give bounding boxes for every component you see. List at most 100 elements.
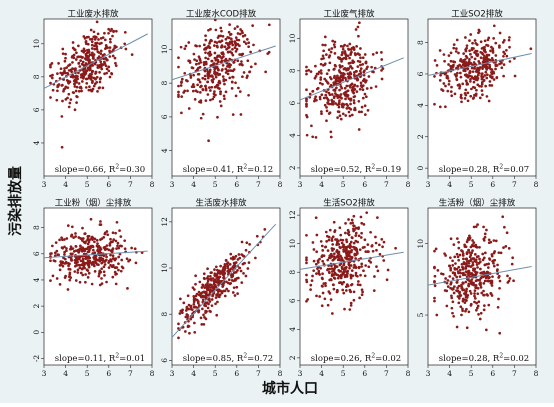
data-point [210,85,214,89]
data-point [457,246,461,250]
data-point [357,128,361,131]
data-point [73,85,77,88]
data-point [497,297,500,301]
data-point [340,60,343,63]
data-point [440,88,443,91]
panel-title-band [30,8,156,19]
data-point [128,258,132,262]
data-point [113,56,117,60]
data-point [51,73,54,77]
data-point [443,59,446,63]
data-point [212,92,216,96]
data-point [473,57,477,61]
data-point [177,84,180,88]
data-point [491,259,494,263]
data-point [234,94,238,98]
data-point [194,62,198,66]
data-point [96,249,99,253]
x-tick-label: 3 [170,180,175,189]
plot-area [43,18,153,177]
data-point [82,247,86,251]
data-point [375,265,378,268]
data-point [364,95,368,99]
data-point [96,90,99,93]
data-point [456,286,459,290]
data-point [447,63,450,66]
data-point [476,292,480,296]
data-point [243,261,246,265]
data-point [103,274,106,277]
data-point [214,58,218,62]
data-point [331,283,335,287]
data-point [86,58,90,62]
data-point [109,240,113,244]
data-point [107,259,111,263]
data-point [70,234,74,237]
y-tick-label: 2 [32,304,41,309]
data-point [221,34,225,38]
data-point [464,257,468,261]
data-point [95,20,99,24]
data-point [343,245,347,249]
data-point [364,79,368,82]
data-point [305,233,308,237]
data-point [321,54,325,58]
data-point [483,279,487,283]
data-point [317,269,321,273]
data-point [233,263,236,266]
data-point [232,60,236,64]
data-point [469,52,472,56]
data-point [361,63,365,66]
data-point [492,71,496,75]
data-point [464,54,468,58]
data-point [394,246,397,250]
data-point [360,288,364,292]
data-point [318,295,321,298]
data-point [330,239,334,242]
data-point [234,81,237,85]
data-point [305,105,308,108]
data-point [506,274,509,278]
data-point [86,246,90,249]
data-point [458,275,462,278]
data-point [513,74,517,78]
data-point [309,70,313,74]
data-point [353,224,356,228]
data-point [247,45,250,49]
plot-area [171,207,281,366]
data-point [237,86,240,90]
data-point [370,244,374,248]
y-tick-label: 6 [416,71,425,76]
data-point [508,277,512,280]
data-point [57,253,60,257]
data-point [439,73,442,77]
data-point [442,82,446,85]
data-point [187,324,191,328]
data-point [305,261,308,265]
data-point [86,234,90,238]
x-tick-label: 7 [512,369,517,378]
data-point [192,73,195,77]
data-point [444,84,447,88]
data-point [185,305,189,309]
data-point [238,266,242,270]
data-point [340,282,344,286]
data-point [61,261,65,265]
data-point [495,64,499,67]
data-point [359,236,363,239]
data-point [310,124,313,128]
data-point [336,74,339,78]
data-point [485,95,489,98]
data-point [123,30,127,34]
data-point [210,278,213,282]
data-point [344,285,348,289]
data-point [332,76,336,79]
data-point [194,305,197,309]
data-point [93,62,97,66]
data-point [240,240,244,244]
data-point [378,252,382,256]
data-point [246,267,250,270]
data-point [112,30,115,33]
data-point [221,283,225,287]
